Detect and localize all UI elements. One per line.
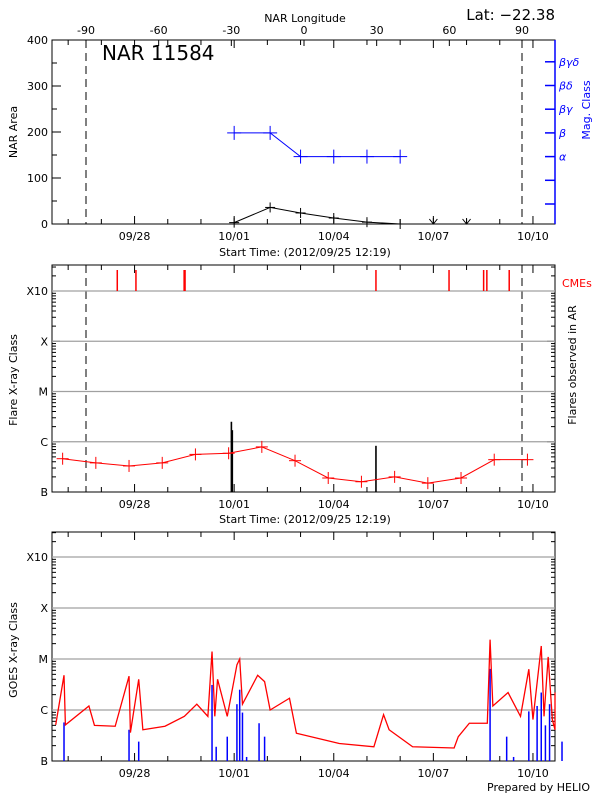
x-tick-label: 10/01 bbox=[218, 767, 250, 780]
panel1-ylabel: NAR Area bbox=[7, 106, 20, 158]
lon-tick-label: 90 bbox=[515, 24, 529, 37]
x-tick-label: 10/10 bbox=[517, 767, 549, 780]
goes-long-line bbox=[55, 639, 556, 749]
x-tick-label: 10/10 bbox=[517, 498, 549, 511]
missing-area-arrow bbox=[462, 218, 471, 225]
mag-tick-label: βγδ bbox=[558, 56, 580, 69]
mag-tick-label: α bbox=[559, 151, 567, 164]
lon-tick-label: 0 bbox=[301, 24, 308, 37]
mag-tick-label: β bbox=[558, 127, 566, 140]
x-tick-label: 10/04 bbox=[318, 498, 350, 511]
missing-area-arrow bbox=[428, 218, 438, 225]
latitude-label: Lat: −22.38 bbox=[466, 6, 555, 24]
x-tick-label: 10/07 bbox=[418, 767, 450, 780]
plot-frame bbox=[51, 264, 556, 493]
lon-tick-label: 60 bbox=[442, 24, 456, 37]
lon-tick-label: 30 bbox=[370, 24, 384, 37]
area-line bbox=[233, 206, 401, 225]
y-tick-label: M bbox=[39, 653, 49, 666]
x-tick-label: 10/07 bbox=[418, 230, 450, 243]
y-tick-label: B bbox=[40, 486, 48, 499]
panel1-xlabel: Start Time: (2012/09/25 12:19) bbox=[219, 246, 391, 259]
y-tick-label: M bbox=[39, 386, 49, 399]
mag-tick-label: βδ bbox=[558, 80, 573, 93]
panel2-ylabel: Flare X-ray Class bbox=[7, 334, 20, 426]
x-tick-label: 09/28 bbox=[119, 767, 151, 780]
mag-tick-label: βγ bbox=[558, 103, 573, 116]
y-tick-label: X bbox=[40, 602, 48, 615]
y-tick-label: 400 bbox=[27, 34, 48, 47]
lon-tick-label: -90 bbox=[77, 24, 95, 37]
x-tick-label: 10/01 bbox=[218, 498, 250, 511]
y-tick-label: 0 bbox=[41, 218, 48, 231]
x-tick-label: 09/28 bbox=[119, 230, 151, 243]
cme-label: CMEs bbox=[562, 277, 592, 290]
plot-frame bbox=[51, 531, 556, 762]
y-tick-label: B bbox=[40, 755, 48, 768]
footer-credit: Prepared by HELIO bbox=[487, 781, 590, 794]
x-tick-label: 09/28 bbox=[119, 498, 151, 511]
panel3-ylabel: GOES X-ray Class bbox=[7, 602, 20, 698]
panel2-y2label: Flares observed in AR bbox=[566, 305, 579, 425]
x-tick-label: 10/04 bbox=[318, 230, 350, 243]
y-tick-label: 200 bbox=[27, 126, 48, 139]
y-tick-label: C bbox=[40, 704, 48, 717]
lon-tick-label: -30 bbox=[222, 24, 240, 37]
y-tick-label: C bbox=[40, 436, 48, 449]
panel1-y2label: Mag. Class bbox=[580, 80, 593, 139]
y-tick-label: X10 bbox=[26, 285, 48, 298]
mag-class-line bbox=[234, 132, 401, 158]
plot-frame bbox=[51, 39, 556, 225]
lon-tick-label: -60 bbox=[150, 24, 168, 37]
x-tick-label: 10/10 bbox=[517, 230, 549, 243]
y-tick-label: X bbox=[40, 335, 48, 348]
y-tick-label: 300 bbox=[27, 80, 48, 93]
top-axis-label: NAR Longitude bbox=[264, 12, 346, 25]
y-tick-label: 100 bbox=[27, 172, 48, 185]
x-tick-label: 10/01 bbox=[218, 230, 250, 243]
x-tick-label: 10/04 bbox=[318, 767, 350, 780]
panel2-xlabel: Start Time: (2012/09/25 12:19) bbox=[219, 513, 391, 526]
y-tick-label: X10 bbox=[26, 551, 48, 564]
x-tick-label: 10/07 bbox=[418, 498, 450, 511]
